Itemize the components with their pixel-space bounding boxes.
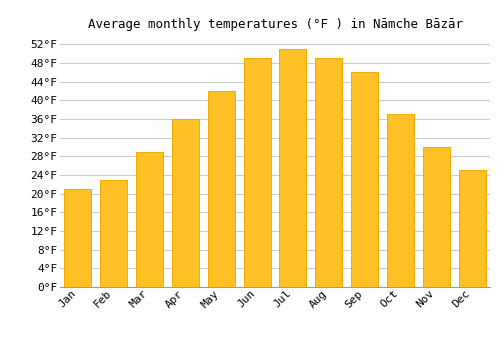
- Bar: [316, 58, 342, 287]
- Bar: [64, 189, 92, 287]
- Bar: [280, 49, 306, 287]
- Bar: [208, 91, 234, 287]
- Bar: [458, 170, 485, 287]
- Bar: [136, 152, 163, 287]
- Bar: [244, 58, 270, 287]
- Bar: [351, 72, 378, 287]
- Title: Average monthly temperatures (°F ) in Nāmche Bāzār: Average monthly temperatures (°F ) in Nā…: [88, 18, 462, 31]
- Bar: [172, 119, 199, 287]
- Bar: [387, 114, 414, 287]
- Bar: [100, 180, 127, 287]
- Bar: [423, 147, 450, 287]
